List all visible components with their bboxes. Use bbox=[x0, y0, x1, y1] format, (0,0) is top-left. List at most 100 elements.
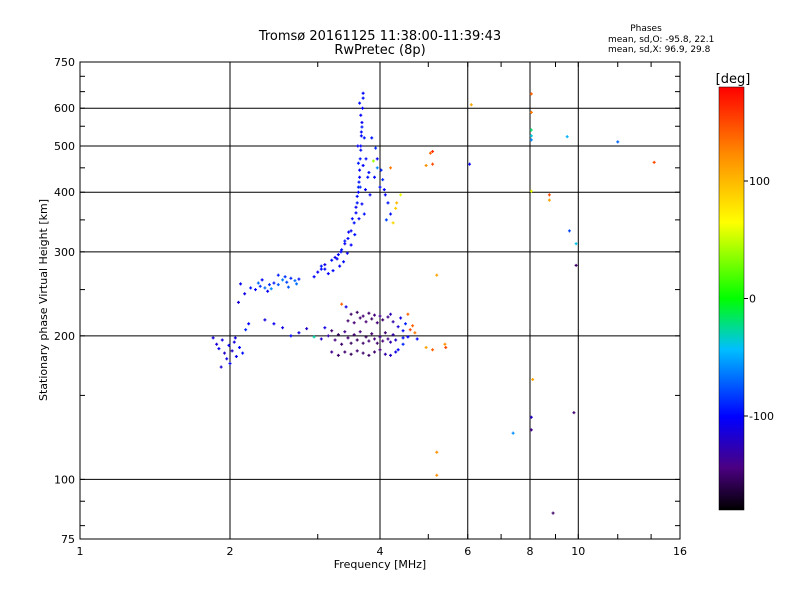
data-point bbox=[342, 260, 346, 264]
data-point bbox=[355, 338, 359, 342]
y-tick-label: 75 bbox=[61, 533, 75, 546]
data-point bbox=[359, 113, 363, 117]
chart-title: Tromsø 20161125 11:38:00-11:39:43 bbox=[258, 29, 501, 44]
data-point bbox=[233, 336, 237, 340]
data-point bbox=[347, 230, 351, 234]
data-point bbox=[289, 276, 293, 280]
data-point bbox=[356, 144, 360, 148]
data-point bbox=[340, 248, 344, 252]
data-point bbox=[358, 316, 362, 320]
data-point bbox=[340, 302, 344, 306]
data-point bbox=[567, 229, 571, 233]
colorbar-tick-label: -100 bbox=[749, 410, 774, 423]
data-point bbox=[349, 352, 353, 356]
data-point bbox=[431, 149, 435, 153]
data-point bbox=[383, 331, 387, 335]
data-point bbox=[355, 349, 359, 353]
colorbar-tick-label: 100 bbox=[749, 175, 770, 188]
data-point bbox=[223, 351, 227, 355]
data-point bbox=[384, 218, 388, 222]
data-point bbox=[389, 212, 393, 216]
data-point bbox=[386, 315, 390, 319]
data-point bbox=[389, 353, 393, 357]
data-point bbox=[331, 269, 335, 273]
data-point bbox=[572, 411, 576, 415]
data-point bbox=[424, 346, 428, 350]
data-point bbox=[232, 340, 236, 344]
data-point bbox=[574, 263, 578, 267]
data-point bbox=[353, 233, 357, 237]
data-point bbox=[386, 337, 390, 341]
y-tick-label: 500 bbox=[54, 140, 75, 153]
data-point bbox=[370, 136, 374, 140]
data-point bbox=[357, 217, 361, 221]
data-point bbox=[230, 349, 234, 353]
data-point bbox=[381, 178, 385, 182]
data-point bbox=[358, 175, 362, 179]
data-point bbox=[319, 264, 323, 268]
data-point bbox=[374, 146, 378, 150]
data-point bbox=[283, 275, 287, 279]
chart-subtitle: RwPretec (8p) bbox=[334, 43, 425, 58]
data-point bbox=[529, 415, 533, 419]
data-point bbox=[330, 329, 334, 333]
data-point bbox=[378, 348, 382, 352]
x-tick-label: 2 bbox=[227, 545, 234, 558]
y-tick-label: 600 bbox=[54, 102, 75, 115]
data-point bbox=[336, 353, 340, 357]
data-point bbox=[358, 101, 362, 105]
data-point bbox=[295, 282, 299, 286]
data-point bbox=[529, 189, 533, 193]
data-point bbox=[286, 285, 290, 289]
data-point bbox=[378, 314, 382, 318]
data-points bbox=[211, 91, 656, 515]
data-point bbox=[364, 157, 368, 161]
data-point bbox=[360, 202, 364, 206]
data-point bbox=[346, 336, 350, 340]
grid-lines bbox=[80, 62, 680, 539]
data-point bbox=[547, 193, 551, 197]
data-point bbox=[362, 136, 366, 140]
data-point bbox=[373, 175, 377, 179]
data-point bbox=[256, 281, 260, 285]
data-point bbox=[547, 198, 551, 202]
data-point bbox=[352, 321, 356, 325]
data-point bbox=[368, 193, 372, 197]
data-point bbox=[435, 450, 439, 454]
data-point bbox=[220, 338, 224, 342]
data-point bbox=[401, 329, 405, 333]
data-point bbox=[267, 283, 271, 287]
data-point bbox=[378, 335, 382, 339]
data-point bbox=[389, 166, 393, 170]
data-point bbox=[239, 282, 243, 286]
data-point bbox=[234, 354, 238, 358]
data-point bbox=[375, 157, 379, 161]
data-point bbox=[652, 160, 656, 164]
data-point bbox=[244, 328, 248, 332]
data-point bbox=[346, 319, 350, 323]
data-point bbox=[336, 253, 340, 257]
data-point bbox=[323, 326, 327, 330]
x-tick-label: 1 bbox=[77, 545, 84, 558]
data-point bbox=[378, 185, 382, 189]
data-point bbox=[330, 350, 334, 354]
data-point bbox=[367, 339, 371, 343]
data-point bbox=[333, 338, 337, 342]
data-point bbox=[424, 164, 428, 168]
data-point bbox=[375, 321, 379, 325]
data-point bbox=[354, 211, 358, 215]
data-point bbox=[381, 339, 385, 343]
data-point bbox=[323, 267, 327, 271]
data-point bbox=[529, 134, 533, 138]
data-point bbox=[225, 357, 229, 361]
data-point bbox=[361, 351, 365, 355]
data-point bbox=[375, 166, 379, 170]
data-point bbox=[529, 128, 533, 132]
data-point bbox=[373, 337, 377, 341]
data-point bbox=[293, 279, 297, 283]
y-tick-label: 100 bbox=[54, 473, 75, 486]
colorbar bbox=[718, 86, 745, 511]
data-point bbox=[319, 267, 323, 271]
axis-ticks: 1 2 4 6 8 10 16 75 100 200 300 400 500 600 750 bbox=[54, 56, 687, 558]
data-point bbox=[269, 287, 273, 291]
